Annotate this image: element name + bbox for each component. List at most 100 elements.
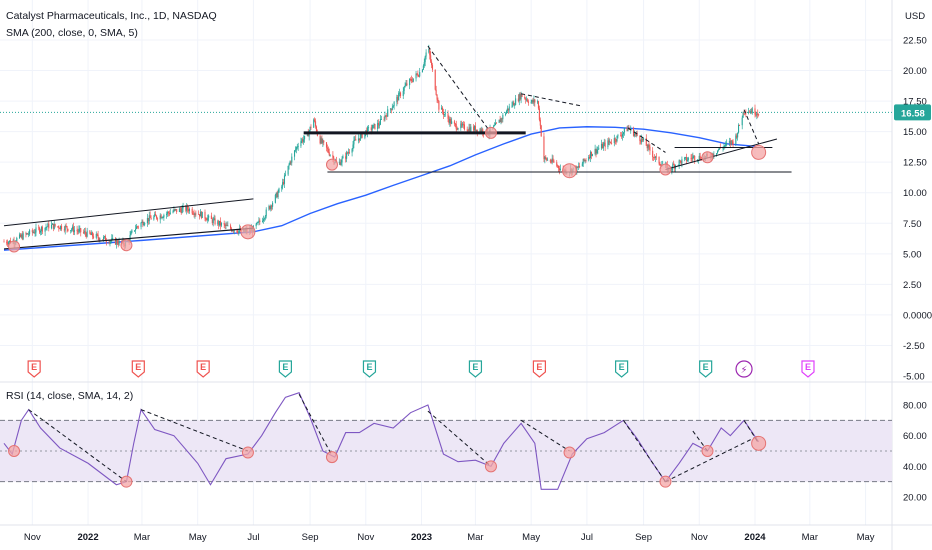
rsi-marker-circle xyxy=(8,445,21,457)
candle-body xyxy=(425,52,427,57)
candle-body xyxy=(367,127,370,129)
candle-body xyxy=(354,139,356,141)
candle-body xyxy=(166,213,168,216)
candle-body xyxy=(543,136,545,160)
candle-body xyxy=(102,239,104,241)
candle-body xyxy=(416,73,418,75)
candle-body xyxy=(578,166,580,168)
candle-body xyxy=(61,225,63,230)
candle-body xyxy=(436,94,438,100)
candle-body xyxy=(176,209,178,213)
marker-circle xyxy=(701,151,714,164)
candle-body xyxy=(378,124,381,126)
candle-body xyxy=(447,113,449,119)
earnings-label: E xyxy=(366,362,372,372)
candle-body xyxy=(352,144,354,150)
earnings-label: E xyxy=(805,362,811,372)
candle-body xyxy=(140,222,142,227)
candle-body xyxy=(48,223,50,229)
candle-body xyxy=(3,241,5,243)
candle-body xyxy=(547,159,549,161)
candle-body xyxy=(595,148,597,154)
candle-body xyxy=(640,140,642,143)
time-tick-label: Sep xyxy=(635,532,652,543)
candle-body xyxy=(469,127,471,132)
candle-body xyxy=(237,232,239,234)
candle-body xyxy=(526,99,529,102)
candle-body xyxy=(204,211,206,219)
candle-body xyxy=(406,83,408,86)
candle-body xyxy=(415,73,417,79)
candle-body xyxy=(673,164,675,166)
earnings-label: E xyxy=(200,362,206,372)
candle-body xyxy=(499,119,501,123)
candle-body xyxy=(466,129,468,131)
candle-body xyxy=(134,230,136,232)
candle-body xyxy=(611,142,613,144)
candle-body xyxy=(732,141,734,145)
candle-body xyxy=(328,152,330,156)
rsi-tick-label: 20.00 xyxy=(903,493,927,504)
rsi-trendline xyxy=(520,419,570,452)
candle-body xyxy=(78,229,80,232)
rsi-trendline xyxy=(623,420,666,482)
candle-body xyxy=(264,216,266,219)
candle-body xyxy=(626,128,628,132)
time-tick-label: Jul xyxy=(581,532,593,543)
dividend-marker xyxy=(735,360,753,378)
candle-body xyxy=(549,159,551,162)
sma-200-line xyxy=(3,126,756,251)
sma-legend[interactable]: SMA (200, close, 0, SMA, 5) xyxy=(6,27,138,39)
candle-body xyxy=(449,118,451,124)
time-tick-label: 2022 xyxy=(77,532,98,543)
candle-body xyxy=(33,232,35,234)
candle-body xyxy=(213,218,215,220)
candle-body xyxy=(147,217,149,222)
symbol-title[interactable]: Catalyst Pharmaceuticals, Inc., 1D, NASD… xyxy=(6,10,217,22)
candle-body xyxy=(355,139,357,141)
candle-body xyxy=(671,169,673,171)
candle-body xyxy=(300,141,302,147)
candle-body xyxy=(559,168,561,171)
rsi-legend[interactable]: RSI (14, close, SMA, 14, 2) xyxy=(6,390,134,402)
candle-body xyxy=(498,119,500,123)
candle-body xyxy=(544,156,546,160)
candle-body xyxy=(513,102,515,106)
candle-body xyxy=(71,229,73,231)
candle-body xyxy=(470,126,472,132)
candle-body xyxy=(80,228,82,233)
candle-body xyxy=(142,221,144,226)
candle-body xyxy=(653,157,656,159)
candle-body xyxy=(370,127,372,131)
price-trendline xyxy=(521,93,582,107)
time-tick-label: May xyxy=(189,532,207,543)
candle-body xyxy=(154,214,156,217)
marker-circle xyxy=(240,224,256,240)
candle-body xyxy=(411,80,413,82)
candle-body xyxy=(195,213,197,215)
candle-body xyxy=(532,100,534,103)
candle-body xyxy=(659,163,661,165)
candle-body xyxy=(597,149,599,150)
candle-body xyxy=(217,221,219,225)
candle-body xyxy=(118,240,120,245)
candle-body xyxy=(742,111,744,118)
candle-body xyxy=(430,55,432,62)
candle-body xyxy=(698,155,700,160)
candle-body xyxy=(338,161,340,163)
candle-body xyxy=(713,154,715,156)
earnings-marker xyxy=(362,360,377,378)
candle-body xyxy=(96,233,98,235)
candle-body xyxy=(438,101,440,110)
candle-body xyxy=(520,93,522,100)
candle-body xyxy=(473,126,475,131)
candle-body xyxy=(114,237,117,245)
rsi-marker-circle xyxy=(120,475,133,488)
candle-body xyxy=(277,192,279,198)
candle-body xyxy=(238,230,240,234)
candle-body xyxy=(410,79,413,81)
candle-body xyxy=(589,157,591,158)
candle-body xyxy=(655,156,657,158)
candle-body xyxy=(270,205,272,209)
